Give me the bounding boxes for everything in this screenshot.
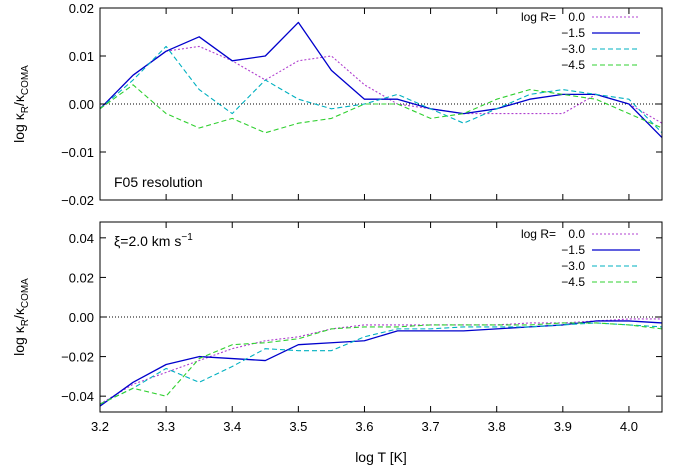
top-series-group [99,21,663,139]
xtick-label: 3.8 [488,419,506,434]
top-panel: −0.02 −0.01 0.00 0.01 0.02 log κR/κCOMA F05 … [11,1,663,208]
xtick-label: 4.0 [620,419,638,434]
bottom-annotation-main: ξ=2.0 km s [114,233,181,249]
top-series-line-2 [99,45,663,134]
bot-legend-label-2: −3.0 [561,259,585,273]
bottom-series-group [99,318,663,407]
top-y-axis-label: log κR/κCOMA [11,65,31,143]
top-series-line-0 [99,45,663,124]
xtick-label: 3.7 [422,419,440,434]
top-x-tick-marks [99,8,630,200]
bottom-legend: log R= 0.0 −1.5 −3.0 −4.5 [521,227,640,289]
bottom-ylabel-part-1: log κ [11,325,27,356]
top-legend-label-0: 0.0 [568,10,585,24]
top-ytick-label: 0.01 [69,49,94,64]
top-legend: log R= 0.0 −1.5 −3.0 −4.5 [521,10,640,72]
bottom-legend-title: log R= [521,227,556,241]
top-y-ticks: −0.02 −0.01 0.00 0.01 0.02 [61,1,662,208]
bot-legend-label-3: −4.5 [561,275,585,289]
top-ylabel-part-1: log κ [11,112,27,143]
top-legend-title: log R= [521,10,556,24]
bot-legend-label-0: 0.0 [568,227,585,241]
bottom-ylabel-part-4: COMA [20,278,31,308]
bottom-x-ticks: 3.2 3.3 3.4 3.5 3.6 3.7 3.8 3.9 4.0 [91,222,638,434]
bottom-panel: −0.04−0.020.000.020.04 3.2 3.3 3.4 3.5 3.6 3.… [11,221,663,465]
top-ytick-label: 0.00 [69,97,94,112]
bot-ytick-label: −0.04 [61,389,94,404]
bottom-y-ticks: −0.04 −0.02 0.00 0.02 0.04 [61,231,662,404]
bot-ytick-label: 0.04 [69,231,94,246]
bot-legend-label-1: −1.5 [561,243,585,257]
bot-series-line-2 [99,322,663,405]
top-annotation: F05 resolution [114,174,203,190]
top-series-line-3 [99,84,663,134]
bot-series-line-3 [99,322,663,405]
top-legend-label-2: −3.0 [561,42,585,56]
x-axis-label: log T [K] [355,449,407,465]
bot-ytick-label: −0.02 [61,350,94,365]
top-legend-label-1: −1.5 [561,26,585,40]
xtick-label: 3.3 [157,419,175,434]
top-ylabel-part-3: /κ [11,94,27,106]
xtick-label: 3.4 [223,419,241,434]
xtick-label: 3.9 [554,419,572,434]
top-ylabel-part-4: COMA [20,65,31,95]
bot-ytick-label: 0.00 [69,310,94,325]
bottom-annotation-superscript: −1 [181,232,193,243]
top-ytick-label: −0.02 [61,193,94,208]
bot-ytick-label: 0.02 [69,270,94,285]
bottom-ylabel-part-3: /κ [11,307,27,319]
xtick-label: 3.6 [355,419,373,434]
bottom-ylabel-part-2: R [20,319,31,326]
xtick-label: 3.5 [289,419,307,434]
top-ytick-label: −0.01 [61,145,94,160]
bottom-annotation: ξ=2.0 km s−1 [114,232,193,249]
top-legend-label-3: −4.5 [561,58,585,72]
xtick-label: 3.2 [91,419,109,434]
bottom-y-axis-label: log κR/κCOMA [11,278,31,356]
top-ytick-label: 0.02 [69,1,94,16]
top-ylabel-part-2: R [20,106,31,113]
